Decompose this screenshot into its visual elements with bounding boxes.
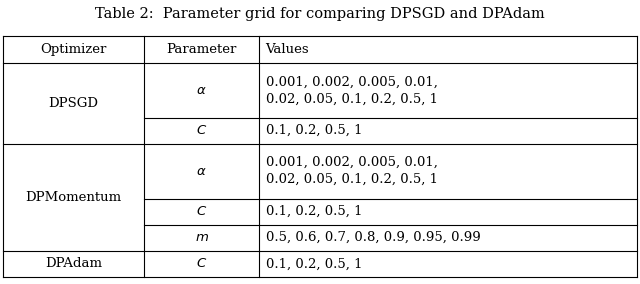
Text: 0.1, 0.2, 0.5, 1: 0.1, 0.2, 0.5, 1 bbox=[266, 124, 362, 137]
Text: Values: Values bbox=[266, 43, 309, 56]
Text: 0.1, 0.2, 0.5, 1: 0.1, 0.2, 0.5, 1 bbox=[266, 257, 362, 270]
Text: 0.1, 0.2, 0.5, 1: 0.1, 0.2, 0.5, 1 bbox=[266, 205, 362, 218]
Text: DPMomentum: DPMomentum bbox=[26, 191, 122, 204]
Text: 0.001, 0.002, 0.005, 0.01,
0.02, 0.05, 0.1, 0.2, 0.5, 1: 0.001, 0.002, 0.005, 0.01, 0.02, 0.05, 0… bbox=[266, 75, 438, 105]
Text: $\alpha$: $\alpha$ bbox=[196, 165, 207, 178]
Text: DPAdam: DPAdam bbox=[45, 257, 102, 270]
Text: $C$: $C$ bbox=[196, 205, 207, 218]
Text: 0.001, 0.002, 0.005, 0.01,
0.02, 0.05, 0.1, 0.2, 0.5, 1: 0.001, 0.002, 0.005, 0.01, 0.02, 0.05, 0… bbox=[266, 156, 438, 186]
Text: $C$: $C$ bbox=[196, 124, 207, 137]
Text: $C$: $C$ bbox=[196, 257, 207, 270]
Text: DPSGD: DPSGD bbox=[49, 97, 99, 110]
Text: $\alpha$: $\alpha$ bbox=[196, 84, 207, 97]
Text: $m$: $m$ bbox=[195, 231, 209, 244]
Text: Table 2:  Parameter grid for comparing DPSGD and DPAdam: Table 2: Parameter grid for comparing DP… bbox=[95, 7, 545, 21]
Text: 0.5, 0.6, 0.7, 0.8, 0.9, 0.95, 0.99: 0.5, 0.6, 0.7, 0.8, 0.9, 0.95, 0.99 bbox=[266, 231, 481, 244]
Text: Optimizer: Optimizer bbox=[40, 43, 107, 56]
Text: Parameter: Parameter bbox=[166, 43, 237, 56]
